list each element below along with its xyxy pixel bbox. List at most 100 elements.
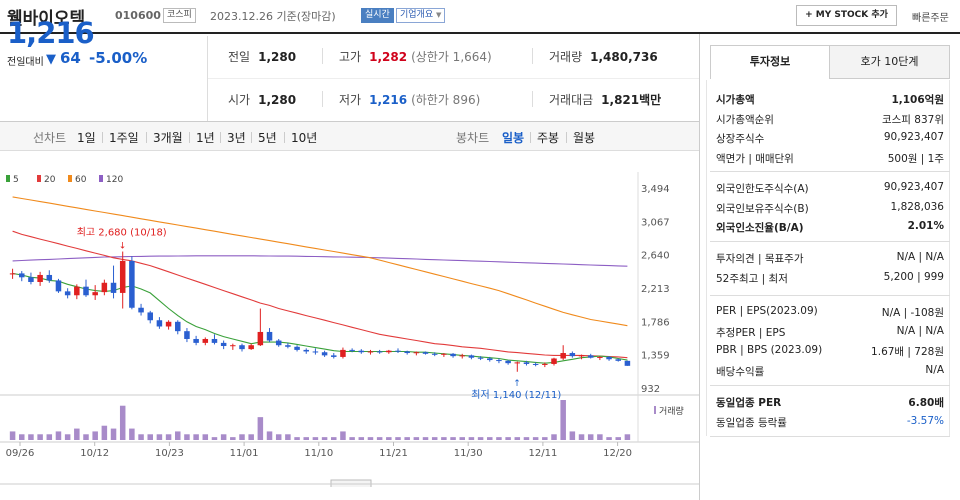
invest-row-label: 투자의견 | 목표주가 [716, 253, 804, 265]
invest-row-value: 1,106억원 [891, 94, 944, 106]
candle-body [422, 352, 429, 354]
volume-bar [285, 434, 291, 440]
separator [220, 132, 221, 143]
realtime-button[interactable]: 실시간 [361, 8, 394, 23]
candle-body [505, 360, 511, 364]
invest-row-label: 시가총액순위 [716, 113, 774, 126]
volume-bar [358, 437, 365, 440]
invest-row-label: 외국인한도주식수(A) [716, 183, 809, 195]
volume-bar [496, 437, 502, 440]
volume-bar [266, 431, 273, 440]
candle-period-button[interactable]: 월봉 [573, 131, 596, 145]
legend-label: 120 [106, 175, 123, 185]
volume-bar [64, 434, 71, 440]
volume-bar [431, 437, 438, 440]
section-divider [710, 241, 950, 242]
candle-body [587, 355, 594, 358]
period-button[interactable]: 1년 [196, 131, 215, 145]
period-button[interactable]: 3년 [227, 131, 246, 145]
candle-body [441, 353, 447, 355]
period-button[interactable]: 5년 [258, 131, 277, 145]
low-price: 저가 1,216 (하한가 896) [339, 93, 481, 107]
period-button[interactable]: 1주일 [109, 131, 139, 145]
price-summary [0, 36, 208, 121]
volume-bar [129, 428, 135, 440]
candle-body [551, 358, 557, 364]
x-tick-label: 10/23 [155, 448, 184, 459]
volume-bar [468, 437, 475, 440]
open-price: 시가 1,280 [228, 93, 297, 107]
candle-body [275, 340, 282, 346]
legend-swatch [68, 175, 72, 182]
period-button[interactable]: 10년 [291, 131, 318, 145]
stock-chart[interactable]: 5 20 60 120 3,494 3,067 2,640 2,213 1,786 1,359 93… [0, 152, 699, 487]
up-arrow-icon: ↑ [513, 379, 521, 389]
low-annotation: 최저 1,140 (12/11) [471, 389, 561, 401]
candle-body [321, 352, 328, 356]
candle-body [514, 362, 521, 364]
candle-body [523, 362, 530, 364]
candle-body [9, 273, 16, 275]
candle-body [147, 312, 153, 321]
candle-body [459, 355, 465, 357]
y-tick-label: 1,359 [641, 351, 670, 362]
volume-bar [257, 417, 264, 440]
price-change-percent: -5.00% [89, 49, 148, 67]
candle-body [138, 307, 144, 313]
candle-body [578, 355, 585, 357]
separator [530, 132, 531, 143]
section-divider [710, 171, 950, 172]
candle-body [202, 338, 209, 343]
volume-bar [569, 431, 576, 440]
candle-body [64, 291, 71, 296]
volume-bar [597, 434, 603, 440]
candle-body [55, 280, 62, 292]
legend-swatch [37, 175, 41, 182]
quick-order-link[interactable]: 빠른주문 [912, 13, 949, 24]
section-divider [710, 295, 950, 296]
volume-bar [321, 437, 328, 440]
candle-period-button[interactable]: 일봉 [502, 131, 525, 145]
candle-body [184, 331, 190, 339]
invest-row-label: 액면가 | 매매단위 [716, 152, 794, 165]
x-tick-label: 12/11 [528, 448, 557, 459]
candle-period-button[interactable]: 주봉 [537, 131, 560, 145]
prev-close: 전일 1,280 [228, 50, 297, 64]
stats-divider [208, 78, 700, 79]
candle-body [367, 351, 374, 353]
invest-row-value: N/A [925, 363, 944, 376]
overview-label: 기업개요 [400, 10, 434, 20]
candle-body [560, 353, 566, 359]
volume-bar [83, 434, 89, 440]
candle-body [450, 353, 456, 357]
tab-invest-info[interactable]: 투자정보 [710, 45, 830, 79]
candle-body [413, 352, 420, 354]
tab-ask-10[interactable]: 호가 10단계 [829, 45, 950, 79]
trade-amount: 거래대금 1,821백만 [549, 93, 662, 107]
volume-bar [450, 437, 456, 440]
section-divider [710, 436, 950, 437]
divider [532, 48, 533, 64]
company-name[interactable]: 웰바이오텍 [7, 9, 86, 29]
volume-bar [606, 437, 612, 440]
volume-bar [624, 434, 631, 440]
candle-body [496, 360, 502, 362]
down-arrow-icon: ▼ [46, 52, 56, 67]
volume-bar [331, 437, 337, 440]
add-mystock-button[interactable]: + MY STOCK 추가 [796, 5, 897, 26]
line-chart-label: 선차트 [33, 131, 67, 145]
candle-body [303, 349, 309, 352]
volume-bar [28, 434, 34, 440]
volume-bar [532, 437, 539, 440]
candle-body [257, 331, 264, 346]
volume-bar [211, 437, 218, 440]
invest-row-value: 1,828,036 [890, 200, 944, 213]
candle-body [110, 282, 117, 293]
period-button[interactable]: 1일 [77, 131, 96, 145]
period-button[interactable]: 3개월 [153, 131, 183, 145]
company-overview-dropdown[interactable]: 기업개요 ▼ [396, 8, 446, 23]
volume-bar [376, 437, 383, 440]
candle-body [74, 286, 80, 296]
candle-body [312, 351, 319, 353]
invest-row-value: 코스피 837위 [881, 113, 944, 126]
